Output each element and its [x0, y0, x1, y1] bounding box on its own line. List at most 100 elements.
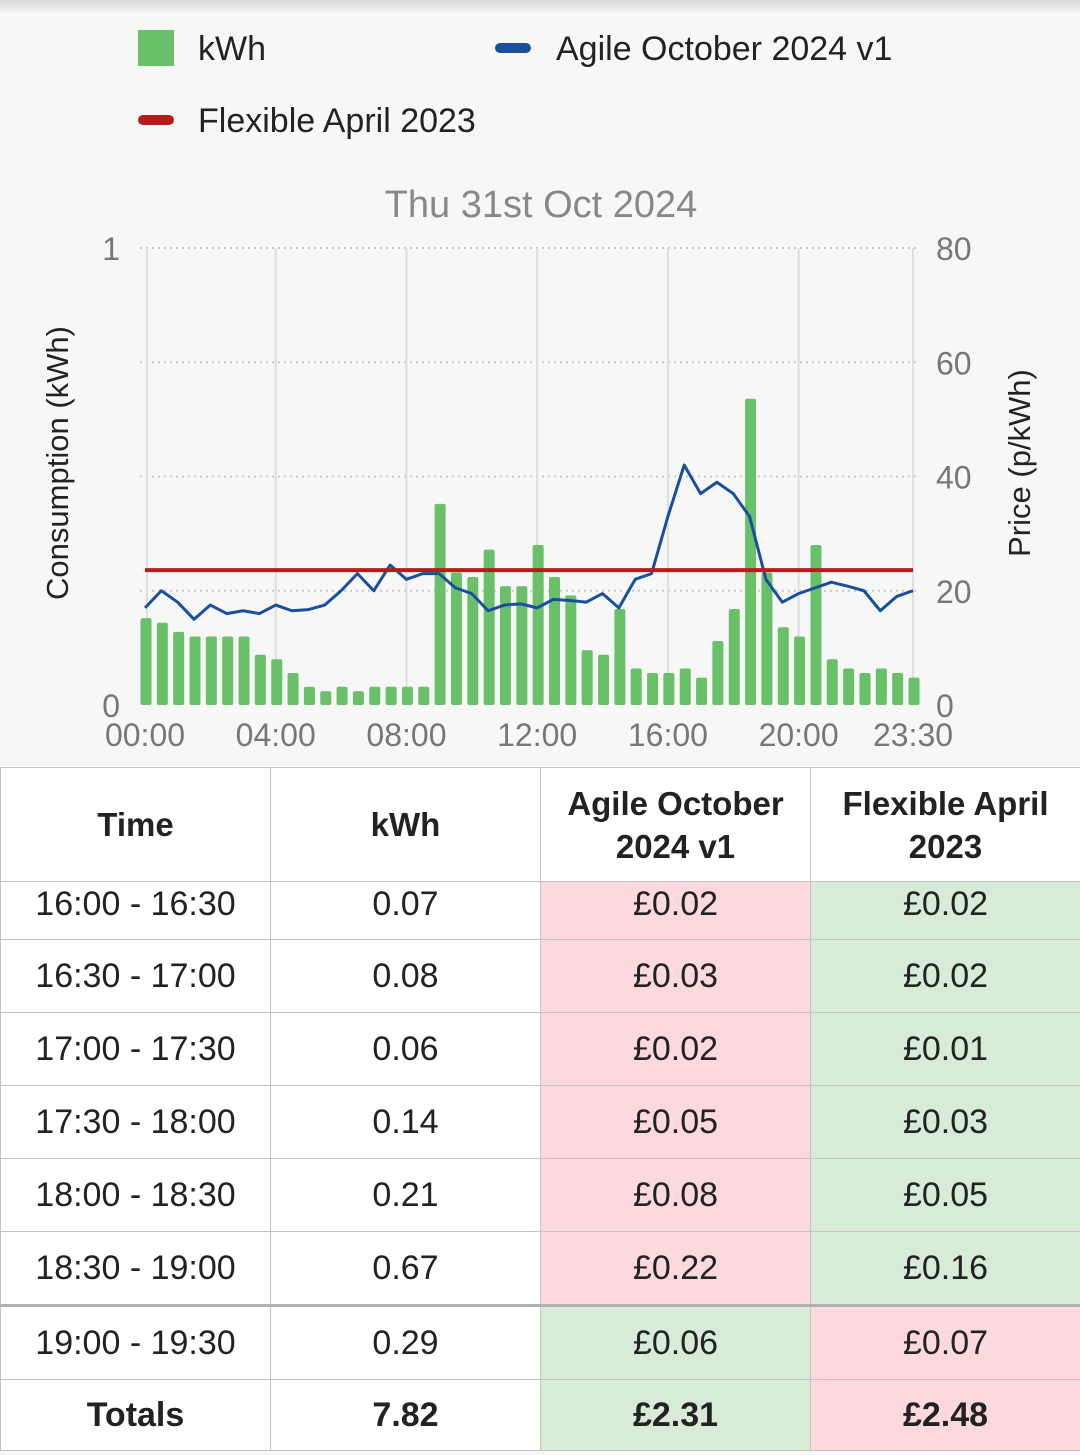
legend-item-agile[interactable]: Agile October 2024 v1	[495, 30, 892, 68]
cell-flexible-cost: £0.03	[810, 1085, 1080, 1159]
y2-tick-label: 80	[936, 231, 972, 267]
consumption-bar	[696, 677, 708, 705]
usage-chart: kWh Agile October 2024 v1 Flexible April…	[40, 30, 1037, 753]
consumption-bars	[140, 398, 920, 705]
chart-grid	[140, 247, 918, 705]
table-row: 17:30 - 18:00 0.14 £0.05 £0.03	[0, 1085, 1080, 1159]
consumption-bar	[499, 586, 511, 705]
cell-time: 19:00 - 19:30	[0, 1304, 271, 1380]
cell-flexible-cost: £0.16	[810, 1231, 1080, 1306]
legend-item-flexible[interactable]: Flexible April 2023	[138, 102, 476, 140]
consumption-bar	[843, 668, 855, 705]
consumption-bar	[222, 636, 234, 705]
table-header-row: Time kWh Agile October 2024 v1 Flexible …	[0, 767, 1080, 882]
cost-table: Time kWh Agile October 2024 v1 Flexible …	[0, 767, 1080, 1451]
table-row: 18:30 - 19:00 0.67 £0.22 £0.16	[0, 1231, 1080, 1306]
chart-title: Thu 31st Oct 2024	[385, 184, 698, 226]
consumption-bar	[483, 549, 495, 705]
header-flexible[interactable]: Flexible April 2023	[810, 767, 1080, 882]
cell-flexible-cost: £0.01	[810, 1012, 1080, 1086]
consumption-bar	[630, 668, 642, 705]
legend-label-kwh: kWh	[198, 30, 266, 68]
consumption-bar	[532, 545, 544, 705]
consumption-bar	[679, 668, 691, 705]
cell-flexible-cost: £0.05	[810, 1158, 1080, 1232]
y-tick-label: 0	[102, 688, 120, 724]
header-kwh[interactable]: kWh	[270, 767, 541, 882]
consumption-bar	[516, 586, 528, 705]
consumption-bar	[205, 636, 217, 705]
consumption-bar	[156, 622, 168, 705]
y2-tick-label: 0	[936, 688, 954, 724]
cell-kwh: 0.21	[270, 1158, 541, 1232]
consumption-bar	[745, 398, 757, 705]
consumption-bar	[647, 673, 659, 705]
x-tick-label: 23:30	[873, 717, 953, 753]
consumption-bar	[254, 654, 266, 705]
consumption-bar	[418, 686, 430, 705]
table-row: 18:00 - 18:30 0.21 £0.08 £0.05	[0, 1158, 1080, 1232]
legend-swatch-agile	[495, 43, 531, 53]
legend-label-agile: Agile October 2024 v1	[556, 30, 892, 68]
consumption-bar	[271, 659, 283, 705]
cell-kwh: 0.67	[270, 1231, 541, 1306]
consumption-bar	[565, 595, 577, 705]
consumption-bar	[598, 654, 610, 705]
cell-agile-cost: £0.02	[540, 881, 811, 940]
x-tick-label: 08:00	[366, 717, 446, 753]
cell-agile-cost: £0.03	[540, 939, 811, 1013]
cell-agile-cost: £0.02	[540, 1012, 811, 1086]
cell-time: 16:30 - 17:00	[0, 939, 271, 1013]
header-agile[interactable]: Agile October 2024 v1	[540, 767, 811, 882]
consumption-bar	[549, 577, 561, 705]
header-agile-line2: 2024 v1	[615, 827, 736, 865]
consumption-bar	[173, 631, 185, 705]
chart-legend: kWh Agile October 2024 v1 Flexible April…	[138, 30, 892, 140]
cell-agile-cost: £0.05	[540, 1085, 811, 1159]
totals-flexible-cost: £2.48	[810, 1379, 1080, 1451]
y-tick-label: 1	[102, 231, 120, 267]
consumption-bar	[385, 686, 397, 705]
x-tick-label: 16:00	[628, 717, 708, 753]
cell-kwh: 0.14	[270, 1085, 541, 1159]
consumption-bar	[401, 686, 413, 705]
consumption-bar	[352, 691, 364, 705]
header-time[interactable]: Time	[0, 767, 271, 882]
consumption-bar	[450, 572, 462, 705]
cell-flexible-cost: £0.02	[810, 939, 1080, 1013]
consumption-bar	[189, 636, 201, 705]
consumption-bar	[614, 609, 626, 705]
legend-item-kwh[interactable]: kWh	[138, 30, 266, 68]
cell-agile-cost: £0.08	[540, 1158, 811, 1232]
cell-time: 18:30 - 19:00	[0, 1231, 271, 1306]
header-agile-line1: Agile October	[567, 784, 784, 822]
consumption-bar	[663, 673, 675, 705]
consumption-bar	[712, 641, 724, 705]
consumption-bar	[140, 618, 152, 705]
cell-time: 17:00 - 17:30	[0, 1012, 271, 1086]
table-row: 17:00 - 17:30 0.06 £0.02 £0.01	[0, 1012, 1080, 1086]
legend-label-flexible: Flexible April 2023	[198, 102, 476, 140]
x-tick-label: 04:00	[236, 717, 316, 753]
consumption-bar	[826, 659, 838, 705]
agile-price-line	[143, 463, 914, 621]
cell-time: 17:30 - 18:00	[0, 1085, 271, 1159]
consumption-bar	[728, 609, 740, 705]
consumption-bar	[581, 650, 593, 705]
table-row: 16:00 - 16:30 0.07 £0.02 £0.02	[0, 881, 1080, 940]
y-axis-label: Consumption (kWh)	[40, 326, 75, 600]
x-tick-label: 00:00	[105, 717, 185, 753]
cell-time: 16:00 - 16:30	[0, 881, 271, 940]
cell-time: 18:00 - 18:30	[0, 1158, 271, 1232]
y2-tick-label: 60	[936, 345, 972, 381]
header-flexible-line1: Flexible April	[842, 784, 1049, 822]
totals-kwh: 7.82	[270, 1379, 541, 1451]
x-tick-label: 12:00	[497, 717, 577, 753]
totals-row: Totals 7.82 £2.31 £2.48	[0, 1379, 1080, 1451]
consumption-bar	[467, 577, 479, 705]
cell-kwh: 0.06	[270, 1012, 541, 1086]
table-row: 16:30 - 17:00 0.08 £0.03 £0.02	[0, 939, 1080, 1013]
consumption-bar	[761, 572, 773, 705]
consumption-bar	[794, 636, 806, 705]
legend-swatch-flexible	[138, 115, 174, 125]
